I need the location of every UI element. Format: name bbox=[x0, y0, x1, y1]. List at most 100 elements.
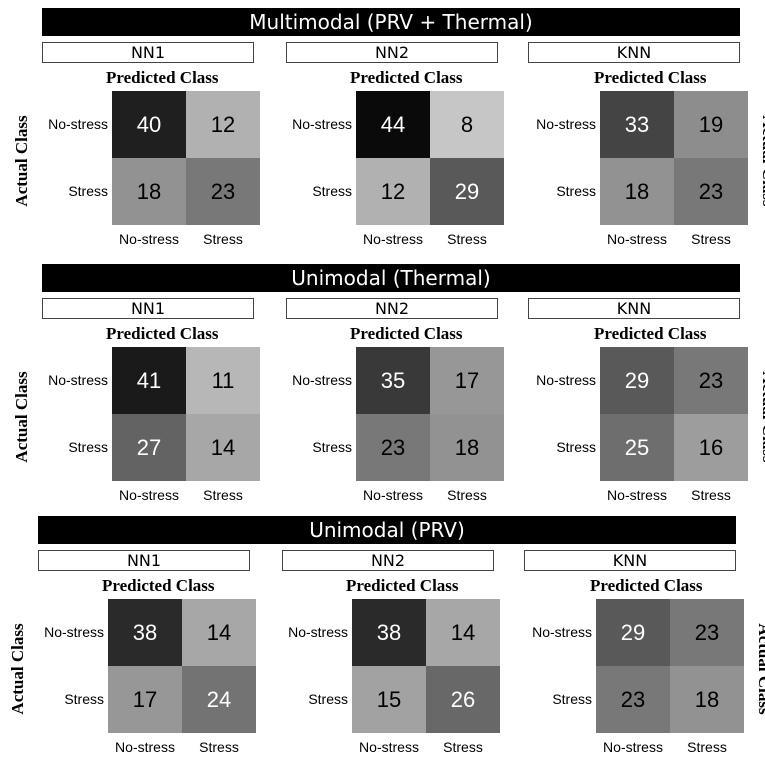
col-label-stress: Stress bbox=[199, 739, 239, 755]
row-label-stress: Stress bbox=[68, 439, 108, 455]
section-title: Unimodal (Thermal) bbox=[42, 264, 740, 292]
matrix-cell: 26 bbox=[426, 666, 500, 733]
col-label-stress: Stress bbox=[447, 487, 487, 503]
section-title: Multimodal (PRV + Thermal) bbox=[42, 8, 740, 36]
matrix-cell: 35 bbox=[356, 347, 430, 414]
matrix-cell: 18 bbox=[430, 414, 504, 481]
model-label-knn: KNN bbox=[524, 550, 736, 571]
matrix-cell: 23 bbox=[670, 599, 744, 666]
matrix-cell: 14 bbox=[186, 414, 260, 481]
matrix-cell: 44 bbox=[356, 91, 430, 158]
matrix-cell: 29 bbox=[430, 158, 504, 225]
row-label-stress: Stress bbox=[556, 439, 596, 455]
matrix-cell: 24 bbox=[182, 666, 256, 733]
matrix-cell: 16 bbox=[674, 414, 748, 481]
matrix-cell: 38 bbox=[352, 599, 426, 666]
confusion-matrix: 29 23 23 18 bbox=[596, 599, 744, 733]
model-label-knn: KNN bbox=[528, 298, 740, 319]
col-label-stress: Stress bbox=[691, 487, 731, 503]
actual-class-label: Actual Class bbox=[759, 371, 765, 463]
confusion-matrix: 33 19 18 23 bbox=[600, 91, 748, 225]
model-label-nn2: NN2 bbox=[286, 42, 498, 63]
row-label-no-stress: No-stress bbox=[292, 116, 352, 132]
predicted-class-label: Predicted Class bbox=[594, 68, 707, 87]
col-label-stress: Stress bbox=[691, 231, 731, 247]
actual-class-label: Actual Class bbox=[8, 623, 27, 715]
row-label-no-stress: No-stress bbox=[292, 372, 352, 388]
actual-class-label: Actual Class bbox=[12, 371, 31, 463]
confusion-matrix: 40 12 18 23 bbox=[112, 91, 260, 225]
matrix-cell: 12 bbox=[186, 91, 260, 158]
matrix-cell: 33 bbox=[600, 91, 674, 158]
predicted-class-label: Predicted Class bbox=[346, 576, 459, 595]
col-label-no-stress: No-stress bbox=[607, 487, 667, 503]
confusion-matrix: 44 8 12 29 bbox=[356, 91, 504, 225]
row-label-stress: Stress bbox=[64, 691, 104, 707]
matrix-cell: 27 bbox=[112, 414, 186, 481]
col-label-no-stress: No-stress bbox=[607, 231, 667, 247]
row-label-no-stress: No-stress bbox=[48, 372, 108, 388]
section-title: Unimodal (PRV) bbox=[38, 516, 736, 544]
confusion-matrix: 38 14 17 24 bbox=[108, 599, 256, 733]
section-3: Unimodal (PRV) NN1 Predicted Class No-stres… bbox=[0, 516, 765, 766]
matrix-cell: 25 bbox=[600, 414, 674, 481]
row-label-no-stress: No-stress bbox=[44, 624, 104, 640]
matrix-cell: 29 bbox=[596, 599, 670, 666]
matrix-cell: 18 bbox=[670, 666, 744, 733]
col-label-stress: Stress bbox=[203, 231, 243, 247]
matrix-cell: 12 bbox=[356, 158, 430, 225]
matrix-cell: 40 bbox=[112, 91, 186, 158]
model-label-nn1: NN1 bbox=[38, 550, 250, 571]
confusion-matrix: 41 11 27 14 bbox=[112, 347, 260, 481]
matrix-cell: 23 bbox=[186, 158, 260, 225]
confusion-matrix: 35 17 23 18 bbox=[356, 347, 504, 481]
confusion-matrix: 38 14 15 26 bbox=[352, 599, 500, 733]
confusion-matrix: 29 23 25 16 bbox=[600, 347, 748, 481]
col-label-no-stress: No-stress bbox=[363, 487, 423, 503]
row-label-no-stress: No-stress bbox=[288, 624, 348, 640]
matrix-cell: 29 bbox=[600, 347, 674, 414]
row-label-stress: Stress bbox=[312, 183, 352, 199]
matrix-cell: 8 bbox=[430, 91, 504, 158]
row-label-stress: Stress bbox=[308, 691, 348, 707]
col-label-no-stress: No-stress bbox=[115, 739, 175, 755]
matrix-cell: 14 bbox=[426, 599, 500, 666]
row-label-no-stress: No-stress bbox=[532, 624, 592, 640]
actual-class-label: Actual Class bbox=[755, 623, 765, 715]
matrix-cell: 17 bbox=[108, 666, 182, 733]
matrix-cell: 17 bbox=[430, 347, 504, 414]
predicted-class-label: Predicted Class bbox=[102, 576, 215, 595]
model-label-nn2: NN2 bbox=[282, 550, 494, 571]
matrix-cell: 18 bbox=[112, 158, 186, 225]
row-label-stress: Stress bbox=[556, 183, 596, 199]
predicted-class-label: Predicted Class bbox=[106, 324, 219, 343]
col-label-stress: Stress bbox=[687, 739, 727, 755]
matrix-cell: 19 bbox=[674, 91, 748, 158]
col-label-no-stress: No-stress bbox=[603, 739, 663, 755]
predicted-class-label: Predicted Class bbox=[106, 68, 219, 87]
model-label-nn1: NN1 bbox=[42, 42, 254, 63]
matrix-cell: 38 bbox=[108, 599, 182, 666]
row-label-no-stress: No-stress bbox=[536, 372, 596, 388]
col-label-no-stress: No-stress bbox=[119, 487, 179, 503]
col-label-no-stress: No-stress bbox=[363, 231, 423, 247]
model-label-nn1: NN1 bbox=[42, 298, 254, 319]
matrix-cell: 14 bbox=[182, 599, 256, 666]
col-label-stress: Stress bbox=[203, 487, 243, 503]
section-2: Unimodal (Thermal) NN1 Predicted Class No-s… bbox=[0, 264, 765, 514]
matrix-cell: 23 bbox=[674, 347, 748, 414]
matrix-cell: 23 bbox=[674, 158, 748, 225]
actual-class-label: Actual Class bbox=[759, 115, 765, 207]
matrix-cell: 23 bbox=[356, 414, 430, 481]
col-label-no-stress: No-stress bbox=[359, 739, 419, 755]
row-label-stress: Stress bbox=[68, 183, 108, 199]
predicted-class-label: Predicted Class bbox=[350, 68, 463, 87]
row-label-stress: Stress bbox=[312, 439, 352, 455]
col-label-stress: Stress bbox=[447, 231, 487, 247]
matrix-cell: 23 bbox=[596, 666, 670, 733]
section-1: Multimodal (PRV + Thermal) NN1 Predicted C… bbox=[0, 8, 765, 258]
model-label-nn2: NN2 bbox=[286, 298, 498, 319]
predicted-class-label: Predicted Class bbox=[590, 576, 703, 595]
model-label-knn: KNN bbox=[528, 42, 740, 63]
row-label-no-stress: No-stress bbox=[536, 116, 596, 132]
